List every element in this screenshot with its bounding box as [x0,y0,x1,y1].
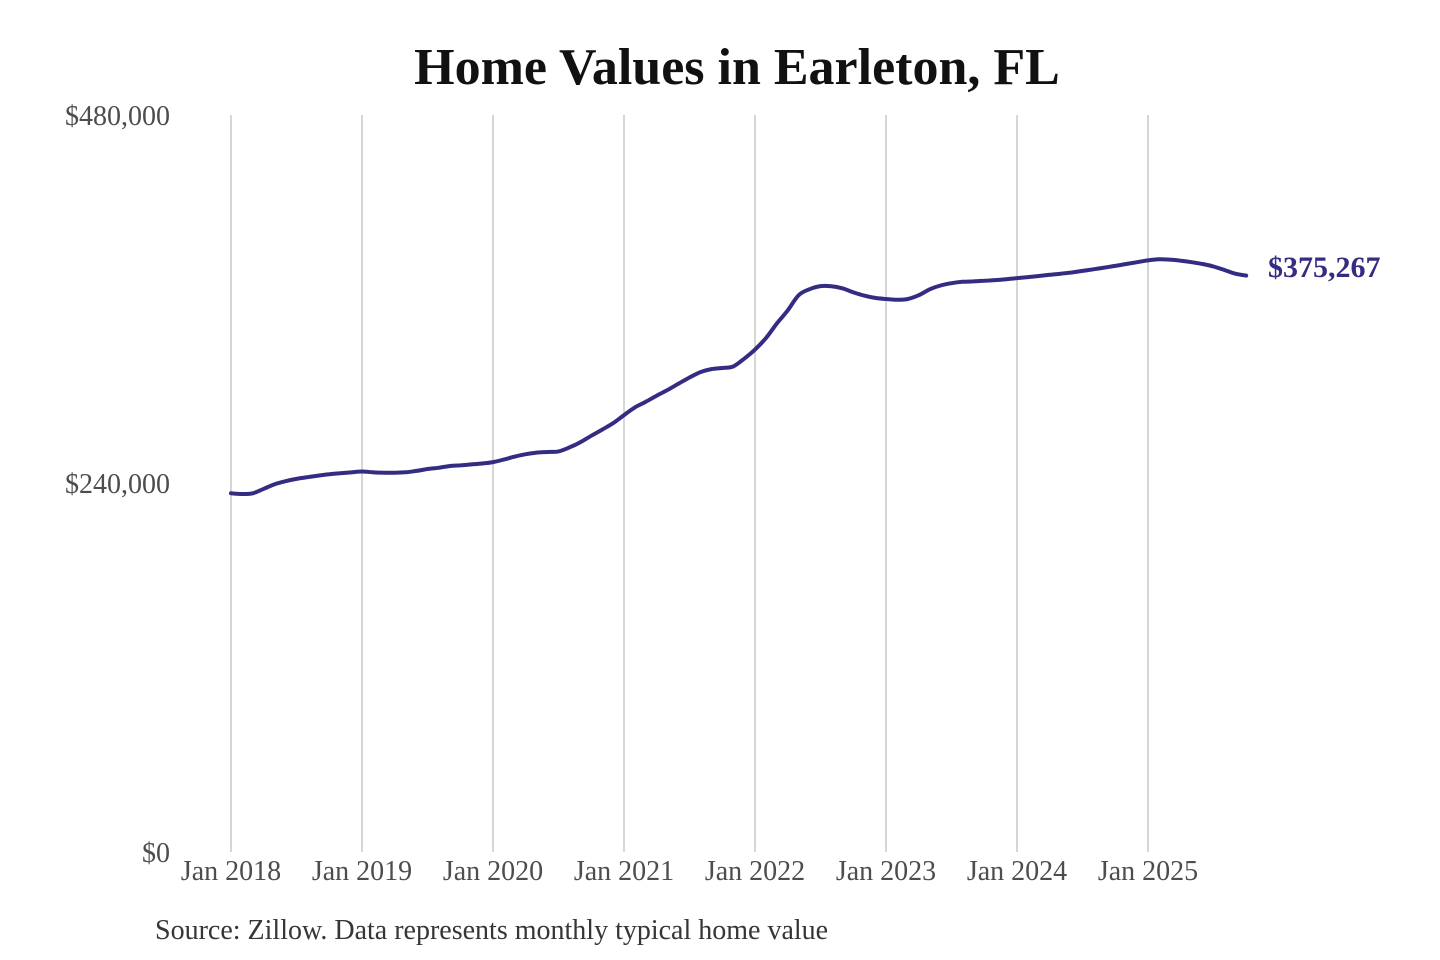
svg-text:$375,267: $375,267 [1268,251,1381,284]
svg-text:Jan 2021: Jan 2021 [574,856,674,887]
svg-text:Jan 2019: Jan 2019 [312,856,412,887]
svg-text:Jan 2018: Jan 2018 [181,856,281,887]
svg-text:Source: Zillow. Data represent: Source: Zillow. Data represents monthly … [155,915,828,946]
svg-text:Jan 2023: Jan 2023 [836,856,936,887]
svg-text:Jan 2022: Jan 2022 [705,856,805,887]
svg-text:Jan 2025: Jan 2025 [1098,856,1198,887]
svg-text:Jan 2024: Jan 2024 [967,856,1067,887]
svg-text:Home Values in Earleton, FL: Home Values in Earleton, FL [414,39,1060,96]
svg-text:Jan 2020: Jan 2020 [443,856,543,887]
svg-text:$0: $0 [142,838,170,869]
svg-text:$480,000: $480,000 [65,101,170,132]
svg-text:$240,000: $240,000 [65,469,170,500]
